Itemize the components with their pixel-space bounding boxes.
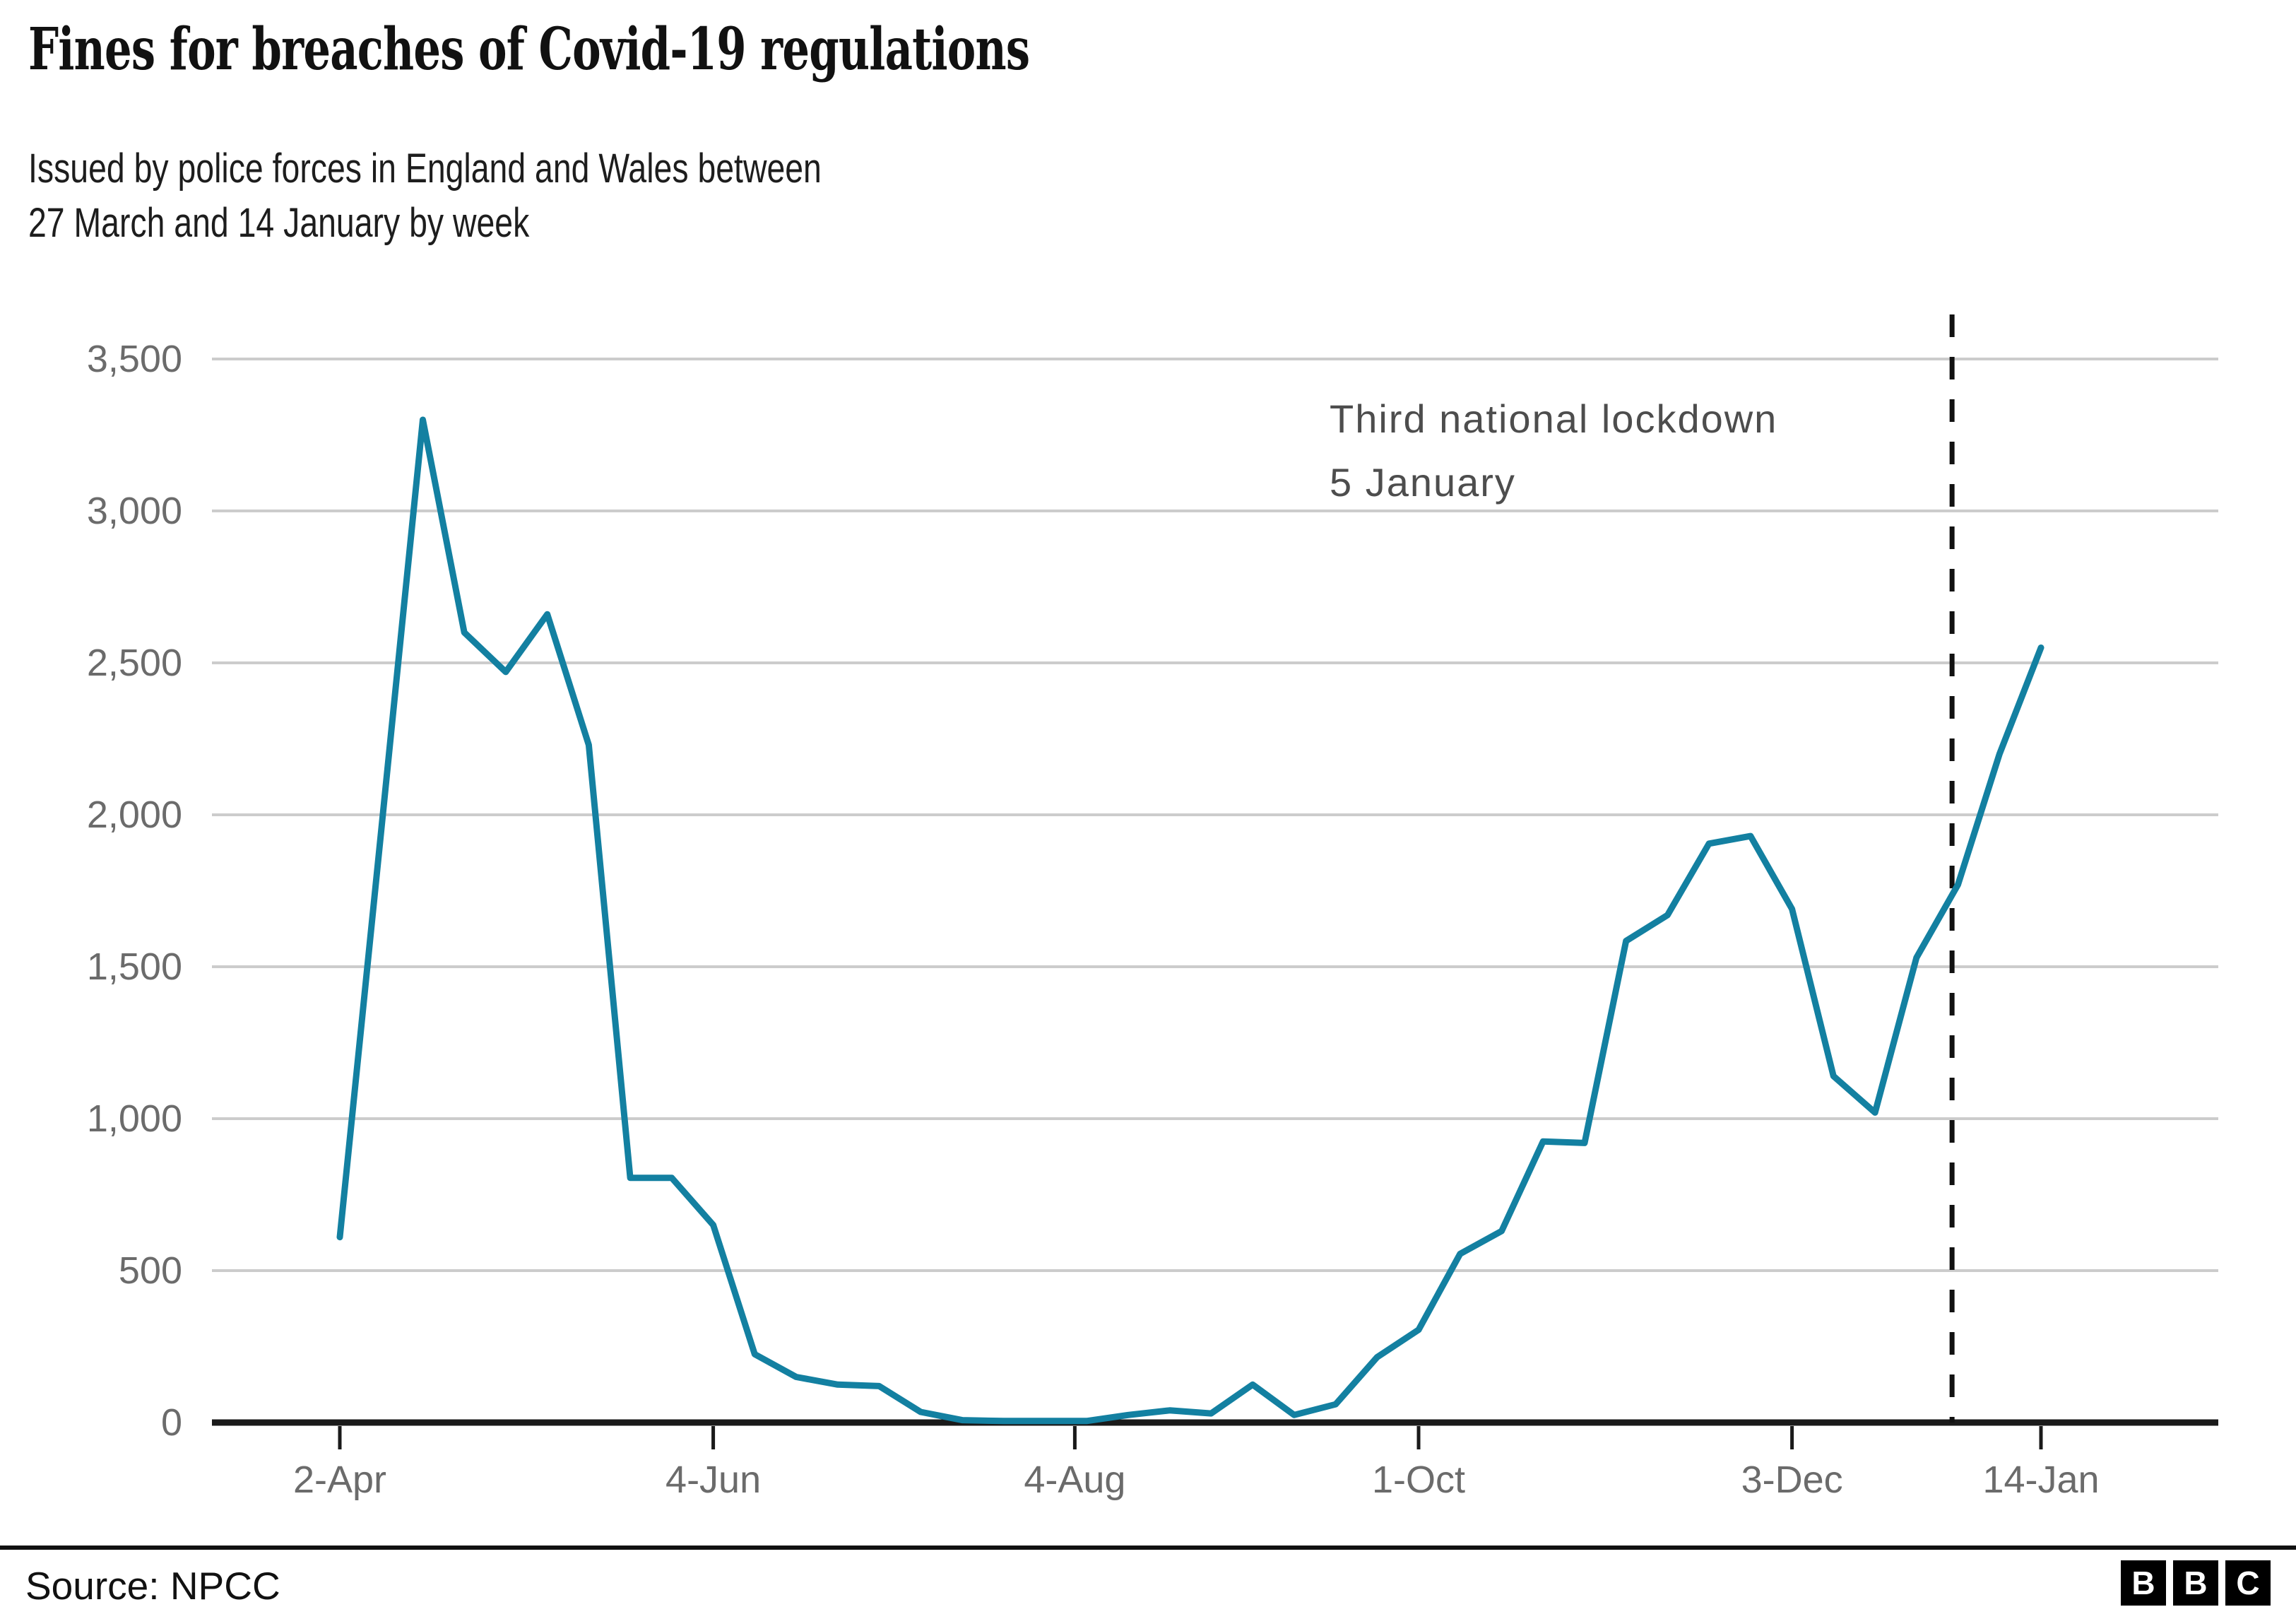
- chart-subtitle: Issued by police forces in England and W…: [28, 141, 822, 250]
- bbc-logo-letter-b1: B: [2121, 1560, 2166, 1606]
- x-axis-labels: 2-Apr 4-Jun 4-Aug 1-Oct 3-Dec 14-Jan: [293, 1459, 2100, 1501]
- subtitle-line-2: 27 March and 14 January by week: [28, 200, 530, 247]
- x-axis-tick: [338, 1426, 342, 1449]
- bbc-logo-letter-c: C: [2225, 1560, 2271, 1606]
- x-axis-label: 3-Dec: [1741, 1459, 1843, 1501]
- gridlines: [212, 358, 2218, 1272]
- y-axis-label: 1,500: [87, 946, 182, 988]
- x-axis-tick: [1790, 1426, 1794, 1449]
- x-axis-line: [212, 1419, 2218, 1426]
- x-axis-tick: [1072, 1426, 1077, 1449]
- annotation-line-1: Third national lockdown: [1330, 396, 1777, 441]
- x-axis-tick: [1416, 1426, 1421, 1449]
- annotation-line-2: 5 January: [1330, 460, 1516, 505]
- y-axis-label: 3,000: [87, 490, 182, 532]
- y-axis-label: 500: [119, 1249, 182, 1292]
- subtitle-line-1: Issued by police forces in England and W…: [28, 146, 822, 192]
- y-axis-label: 0: [161, 1401, 182, 1444]
- x-axis-label: 14-Jan: [1982, 1459, 2099, 1501]
- y-axis-label: 1,000: [87, 1097, 182, 1140]
- x-axis-label: 4-Jun: [665, 1459, 761, 1501]
- y-axis-label: 3,500: [87, 338, 182, 380]
- footer-divider: [0, 1546, 2296, 1550]
- bbc-logo: B B C: [2121, 1560, 2271, 1606]
- y-axis-labels: 0 500 1,000 1,500 2,000 2,500 3,000 3,500: [87, 338, 182, 1444]
- x-axis-label: 2-Apr: [293, 1459, 386, 1501]
- x-axis-label: 1-Oct: [1372, 1459, 1465, 1501]
- bbc-logo-letter-b2: B: [2173, 1560, 2218, 1606]
- y-axis-label: 2,500: [87, 642, 182, 684]
- x-axis-tick: [2039, 1426, 2043, 1449]
- y-axis-label: 2,000: [87, 794, 182, 836]
- chart-title: Fines for breaches of Covid-19 regulatio…: [28, 16, 1030, 83]
- fines-data-line: [336, 416, 2044, 1425]
- x-axis-label: 4-Aug: [1024, 1459, 1125, 1501]
- x-axis-tick: [711, 1426, 716, 1449]
- source-credit: Source: NPCC: [25, 1564, 280, 1608]
- x-axis: [212, 1419, 2218, 1449]
